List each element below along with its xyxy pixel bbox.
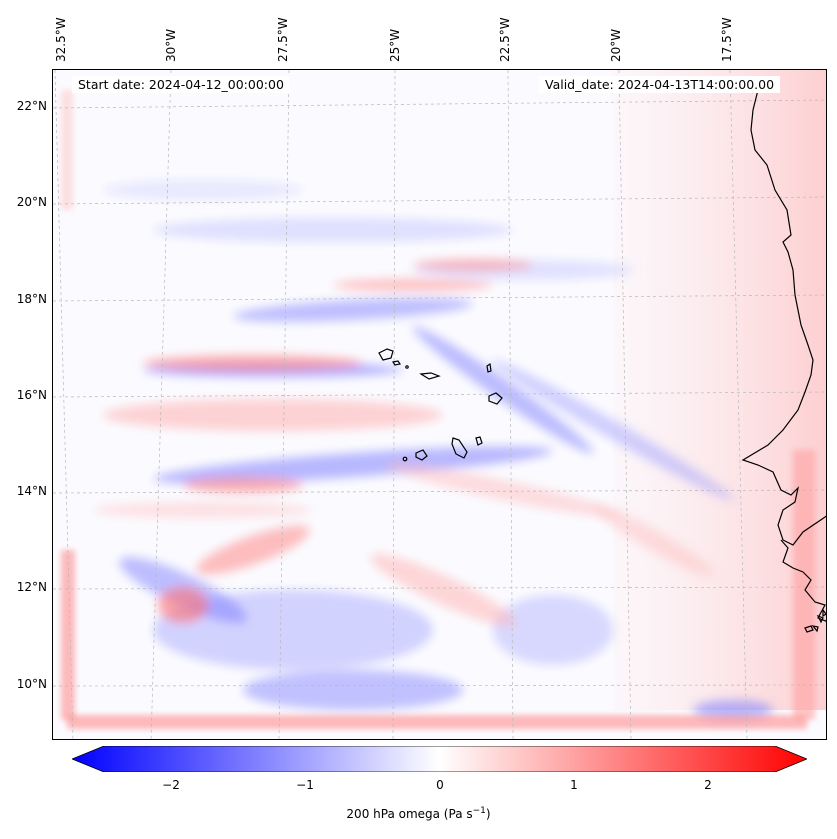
- island-brava: [402, 456, 408, 462]
- lon-label-20w: 20°W: [609, 28, 623, 62]
- island-maio: [475, 436, 483, 446]
- colorbar-tick-1: 1: [570, 778, 578, 792]
- colorbar-bar: [70, 745, 809, 773]
- map-panel: [52, 69, 827, 740]
- island-fogo: [415, 449, 428, 461]
- omega-anomalies: [93, 180, 773, 720]
- colorbar-tick-neg2: −2: [162, 778, 180, 792]
- lon-label-17-5w: 17.5°W: [720, 17, 734, 62]
- boundary-zone: [61, 90, 815, 729]
- island-santiago: [451, 437, 468, 459]
- start-date-label: Start date: 2024-04-12_00:00:00: [72, 76, 290, 93]
- omega-field: [53, 70, 826, 739]
- cape-verde-islands: [378, 348, 503, 462]
- lat-label-12n: 12°N: [16, 580, 47, 594]
- lon-label-25w: 25°W: [388, 28, 402, 62]
- island-sal: [486, 362, 492, 373]
- island-sao-vicente: [392, 360, 401, 366]
- valid-date-label: Valid_date: 2024-04-13T14:00:00.00: [539, 76, 781, 93]
- colorbar-tick-2: 2: [704, 778, 712, 792]
- island-santo-antao: [378, 348, 394, 361]
- graticule: [53, 70, 826, 739]
- lat-label-10n: 10°N: [16, 677, 47, 691]
- lat-label-22n: 22°N: [16, 99, 47, 113]
- colorbar: [70, 745, 809, 773]
- lat-label-18n: 18°N: [16, 292, 47, 306]
- bijagos-islands: [804, 608, 826, 633]
- lon-label-30w: 30°W: [164, 28, 178, 62]
- island-santa-luzia: [405, 365, 409, 369]
- lat-label-20n: 20°N: [16, 195, 47, 209]
- lat-label-14n: 14°N: [16, 484, 47, 498]
- island-sao-nicolau: [419, 372, 441, 380]
- colorbar-label: 200 hPa omega (Pa s−1): [346, 806, 491, 821]
- lon-label-27-5w: 27.5°W: [276, 17, 290, 62]
- lon-label-22-5w: 22.5°W: [498, 17, 512, 62]
- lon-label-32-5w: 32.5°W: [54, 17, 68, 62]
- lat-label-16n: 16°N: [16, 388, 47, 402]
- island-boa-vista: [488, 392, 503, 405]
- colorbar-tick-neg1: −1: [296, 778, 314, 792]
- colorbar-tick-0: 0: [436, 778, 444, 792]
